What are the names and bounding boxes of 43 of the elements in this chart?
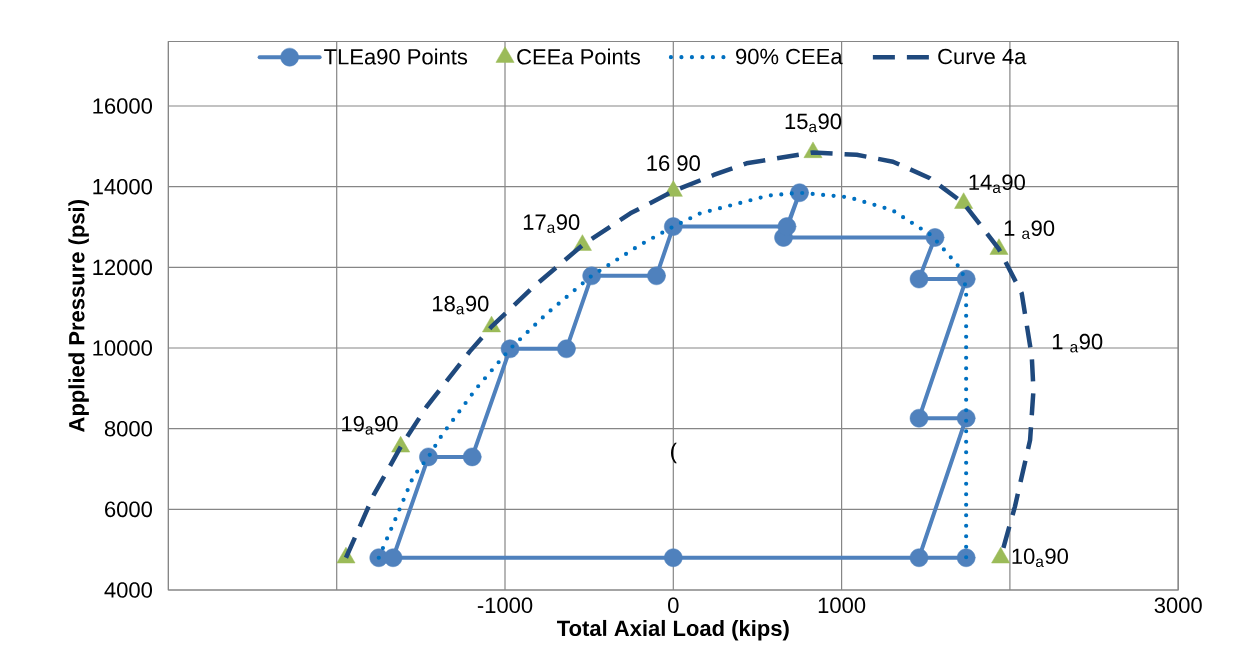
legend-label: CEEa Points [517, 48, 641, 65]
y-tick-label: 16000 [93, 98, 153, 114]
point [500, 339, 520, 359]
annotation: 14$_{a}$90 [969, 174, 1025, 194]
y-tick-label: 14000 [93, 178, 153, 195]
point [582, 266, 601, 286]
point [790, 183, 809, 202]
y-tick-label: 10000 [93, 340, 153, 356]
annotation: 10$_{a}$90 [1012, 548, 1068, 568]
y-tick-label: 12000 [93, 259, 153, 276]
x-tick-label: 0 [668, 597, 679, 614]
annotation: 15$_{a}$90 [785, 113, 842, 133]
point [419, 447, 438, 467]
point [383, 548, 403, 567]
legend-label: 90% CEEa [736, 48, 843, 65]
point [557, 339, 576, 359]
point [909, 548, 929, 567]
point [956, 548, 976, 567]
annotation: 1 $_{a}$90 [1004, 220, 1055, 240]
y-tick-label: 8000 [104, 420, 153, 437]
point [909, 408, 929, 428]
y-tick-label: 6000 [105, 501, 153, 518]
x-axis-title: Total Axial Load (kips) [557, 619, 789, 641]
annotation: 17$_{a}$90 [523, 214, 580, 233]
y-axis-title: Applied Pressure (psi) [68, 200, 89, 432]
point [647, 266, 666, 286]
point [462, 447, 482, 467]
annotation: 18$_{a}$90 [433, 295, 489, 315]
y-tick-label: 4000 [104, 582, 153, 598]
x-tick-label: 1000 [818, 597, 866, 614]
x-tick-label: 3000 [1154, 597, 1202, 614]
legend-label: Curve 4a [938, 48, 1027, 65]
annotation: 19$_{a}$90 [342, 416, 398, 435]
point [925, 228, 945, 247]
annotation: 16 90 [647, 155, 700, 171]
point [909, 269, 929, 289]
annotation: ( [671, 442, 677, 464]
point [777, 217, 797, 236]
annotation: 1 $_{a}$90 [1052, 333, 1103, 353]
legend-label: TLEa90 Points [324, 48, 468, 65]
point [664, 217, 683, 236]
x-tick-label: -1000 [477, 597, 533, 614]
point [664, 548, 683, 567]
